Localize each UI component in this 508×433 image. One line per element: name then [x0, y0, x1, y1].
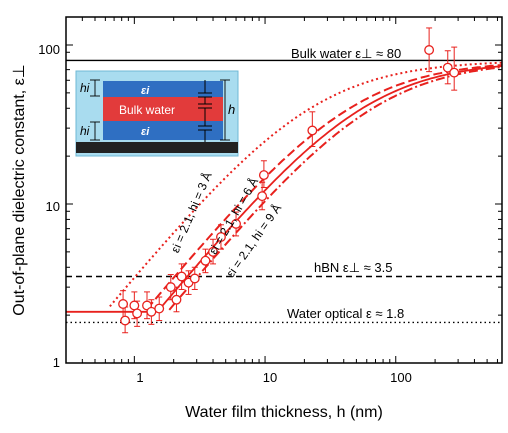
data-point	[154, 303, 165, 314]
inset-bottom-substrate	[76, 142, 238, 153]
inset-bottom-interfacial-layer	[103, 121, 223, 140]
data-point	[118, 299, 129, 309]
plot-frame	[65, 16, 503, 364]
data-point	[208, 246, 218, 257]
water-optical-label: Water optical ε ≈ 1.8	[287, 306, 404, 321]
x-axis-title: Water film thickness, h (nm)	[185, 404, 383, 421]
inset-bulk-water-layer	[103, 97, 223, 121]
inset-top-epsilon-label: εi	[141, 85, 150, 97]
data-point	[176, 271, 187, 282]
x-tick-label-10: 10	[263, 370, 277, 385]
inset-hi-top-label: hi	[80, 81, 90, 95]
inset-bulk-water-label: Bulk water	[119, 103, 175, 117]
y-tick-label-10: 10	[46, 199, 60, 214]
y-tick-label-1: 1	[53, 355, 60, 370]
data-point	[442, 62, 453, 73]
hbn-label: hBN ε⊥ ≈ 3.5	[314, 260, 392, 275]
y-tick-label-100: 100	[38, 42, 60, 57]
data-point	[120, 315, 131, 326]
x-tick-label-1: 1	[136, 370, 143, 385]
model-curve-dotted	[109, 61, 502, 308]
data-point	[200, 255, 211, 266]
inset-top-interfacial-layer	[103, 81, 223, 97]
data-point	[189, 273, 200, 284]
data-point	[132, 308, 143, 319]
model-curve-dashdot	[168, 66, 502, 311]
data-point	[424, 45, 435, 55]
inset-bottom-epsilon-label: εi	[141, 126, 150, 138]
data-point	[257, 191, 268, 202]
data-point	[171, 294, 182, 305]
data-point	[258, 170, 269, 181]
inset-capacitor-symbol	[198, 80, 212, 142]
bulk-water-label: Bulk water ε⊥ ≈ 80	[291, 46, 401, 61]
inset-schematic: εi Bulk water εi hi h	[75, 70, 239, 157]
data-point	[231, 218, 241, 229]
inset-dimension-arrows	[90, 79, 230, 141]
inset-hi-bottom-label: hi	[80, 124, 90, 138]
data-point	[165, 282, 176, 293]
y-axis-title: Out-of-plane dielectric constant, ε⊥	[11, 64, 28, 315]
data-points	[118, 27, 460, 334]
data-point	[307, 125, 318, 136]
model-curve-dashed	[146, 64, 502, 310]
model-label-3A: εi = 2.1, hi = 3 Å	[167, 170, 214, 255]
inset-h-label: h	[228, 102, 235, 117]
data-point	[216, 232, 226, 242]
data-point	[449, 67, 460, 78]
x-tick-label-100: 100	[390, 370, 412, 385]
